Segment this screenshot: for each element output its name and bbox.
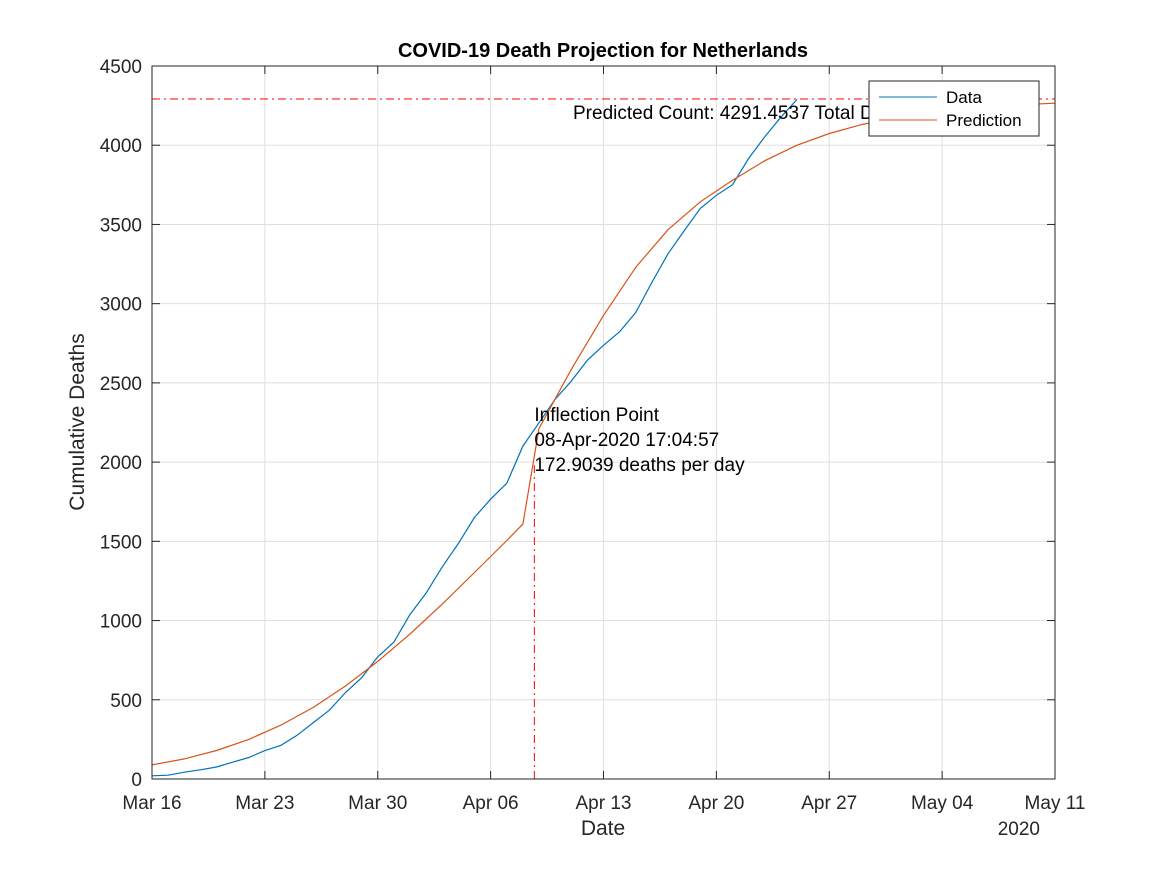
y-tick-label: 2500 [100,374,142,395]
y-axis-label: Cumulative Deaths [66,333,89,510]
x-year-label: 2020 [998,819,1040,840]
x-tick-label: May 04 [911,793,974,814]
x-tick-label: Mar 16 [122,793,181,814]
x-tick-label: Mar 23 [235,793,294,814]
y-tick-label: 4500 [100,57,142,78]
inflection-label-date: 08-Apr-2020 17:04:57 [534,430,719,451]
chart-title: COVID-19 Death Projection for Netherland… [398,40,808,62]
x-tick-label: Mar 30 [348,793,407,814]
y-tick-label: 1500 [100,532,142,553]
inflection-label-rate: 172.9039 deaths per day [534,455,745,476]
legend: Data Prediction [868,80,1040,137]
y-tick-label: 1000 [100,612,142,633]
y-tick-label: 3500 [100,215,142,236]
annotations: Predicted Count: 4291.4537 Total Deaths … [534,103,920,476]
y-tick-label: 0 [131,770,142,791]
x-tick-label: May 11 [1025,793,1086,814]
x-axis-label: Date [581,817,625,840]
inflection-label-title: Inflection Point [534,405,659,426]
y-tick-label: 500 [110,691,142,712]
predicted-count-annotation: Predicted Count: 4291.4537 Total Deaths [573,103,920,124]
legend-label-data: Data [946,88,982,107]
legend-box [868,80,1040,137]
y-tick-label: 3000 [100,295,142,316]
series-line-data [152,98,798,777]
x-tick-label: Apr 13 [576,793,632,814]
x-tick-label: Apr 06 [463,793,519,814]
x-tick-label: Apr 20 [688,793,744,814]
y-tick-label: 4000 [100,136,142,157]
y-tick-label: 2000 [100,453,142,474]
legend-label-prediction: Prediction [946,111,1022,130]
ticks: Mar 16 Mar 23 Mar 30 Apr 06 Apr 13 Apr 20 Apr … [100,57,1086,814]
x-tick-label: Apr 27 [801,793,857,814]
